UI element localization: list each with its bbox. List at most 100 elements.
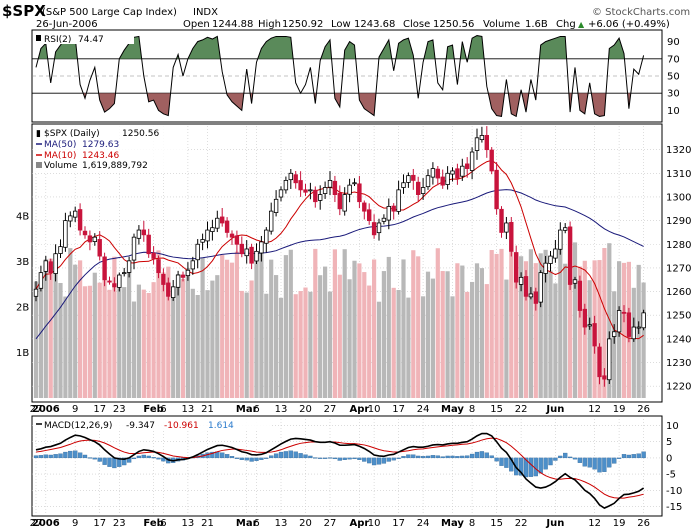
volume-tick-label: 1B: [16, 348, 29, 359]
macd-signal-line: [35, 437, 644, 499]
volume-bar: [136, 284, 141, 398]
macd-hist-bar: [122, 457, 127, 466]
volume-bar: [229, 262, 235, 398]
candle-body: [621, 311, 627, 314]
candle-body: [523, 276, 529, 297]
volume-bar: [597, 260, 602, 398]
candle-body: [616, 310, 622, 333]
price-axis: 1320 1310 1300 1290 1280 1270 1260 1250 1240 1230…: [666, 145, 691, 393]
candle-body: [293, 174, 298, 184]
candle-body: [371, 222, 377, 236]
candle-body: [87, 235, 93, 243]
candle-body: [288, 172, 293, 181]
volume-bar: [411, 250, 416, 398]
x-tick-label: 26: [637, 404, 650, 415]
x-tick-label-bottom: 24: [417, 518, 430, 529]
candle-body: [229, 233, 235, 238]
macd-hist-bar: [592, 457, 597, 470]
candle-body: [342, 194, 347, 212]
ma50-legend-value: 1279.63: [82, 140, 119, 150]
symbol-title: $SPX: [2, 2, 46, 20]
x-tick-label-bottom: 15: [490, 518, 503, 529]
candle-body: [509, 221, 514, 252]
x-tick-label-bottom: 17: [392, 518, 405, 529]
candle-body: [411, 174, 416, 181]
x-tick-label-bottom: 2006: [32, 518, 60, 529]
volume-bar: [166, 266, 171, 398]
volume-bar: [553, 283, 558, 398]
macd-hist-bar: [577, 457, 583, 463]
rsi-zone-fill: [539, 36, 567, 59]
price-tick-label: 1290: [666, 216, 691, 227]
macd-hist-bar: [548, 457, 553, 466]
high-label: High: [258, 19, 281, 30]
volume-bar: [327, 291, 333, 398]
volume-bar: [73, 264, 78, 398]
candle-body: [460, 165, 465, 177]
macd-hist-bar: [322, 457, 328, 459]
candle-body: [445, 172, 450, 185]
rsi-zone-fill: [343, 41, 356, 59]
candle-body: [239, 243, 244, 255]
candle-body: [43, 260, 48, 272]
rsi-legend-label: RSI(2): [44, 35, 71, 45]
volume-bar: [200, 257, 205, 398]
candle-body: [357, 183, 362, 203]
volume-bar: [479, 268, 484, 398]
candle-body: [308, 189, 313, 192]
candle-body: [298, 180, 303, 191]
rsi-tick-label: 70: [667, 54, 680, 65]
macd-hist-bar: [641, 451, 646, 459]
volume-bar: [621, 262, 627, 398]
volume-bar: [504, 279, 509, 398]
candle-body: [514, 252, 519, 283]
macd-hist-bar: [269, 455, 274, 459]
volume-bar: [465, 291, 470, 398]
volume-bar: [190, 288, 195, 398]
candle-body: [641, 312, 646, 329]
volume-bar: [63, 296, 68, 398]
x-tick-label-bottom: Mar: [236, 518, 258, 529]
candle-body: [131, 236, 137, 261]
candle-body: [161, 273, 166, 285]
low-label: Low: [331, 19, 351, 30]
volume-bar: [445, 271, 450, 398]
x-tick-label: 22: [515, 404, 528, 415]
x-tick-label-bottom: 26: [637, 518, 650, 529]
candle-body: [347, 184, 352, 195]
volume-bar: [631, 287, 636, 398]
macd-hist-bar: [367, 457, 372, 464]
price-tick-label: 1250: [666, 311, 691, 322]
rsi-series-line: [35, 35, 645, 118]
x-tick-label: May: [441, 404, 464, 415]
volume-bar: [484, 284, 489, 398]
x-tick-label: 23: [113, 404, 126, 415]
candle-body: [200, 239, 205, 243]
candle-body: [435, 168, 440, 179]
macd-hist-bar: [362, 457, 367, 462]
macd-hist-bar: [318, 457, 323, 459]
volume-bar: [641, 282, 646, 398]
volume-bar: [249, 280, 254, 398]
rsi-axis: 90 70 50 30 10: [667, 37, 680, 117]
x-tick-label-bottom: 10: [368, 518, 381, 529]
candle-body: [479, 135, 485, 141]
volume-bar: [612, 291, 617, 398]
candle-body: [141, 229, 146, 236]
macd-hist-bar: [371, 457, 377, 466]
x-tick-label-bottom: 27: [324, 518, 337, 529]
candle-body: [283, 179, 289, 191]
candle-body: [602, 375, 607, 380]
macd-hist-bar: [102, 457, 107, 465]
macd-tick-label: -5: [666, 470, 676, 481]
volume-bar: [225, 259, 230, 398]
volume-bar: [161, 272, 166, 398]
quote-date: 26-Jun-2006: [36, 19, 98, 30]
candle-body: [268, 210, 274, 232]
rsi-zone-fill: [38, 43, 48, 59]
macd-hist-bar: [401, 456, 406, 459]
candle-body: [386, 206, 391, 221]
macd-hist-bar: [499, 457, 504, 466]
x-tick-label: 15: [490, 404, 503, 415]
